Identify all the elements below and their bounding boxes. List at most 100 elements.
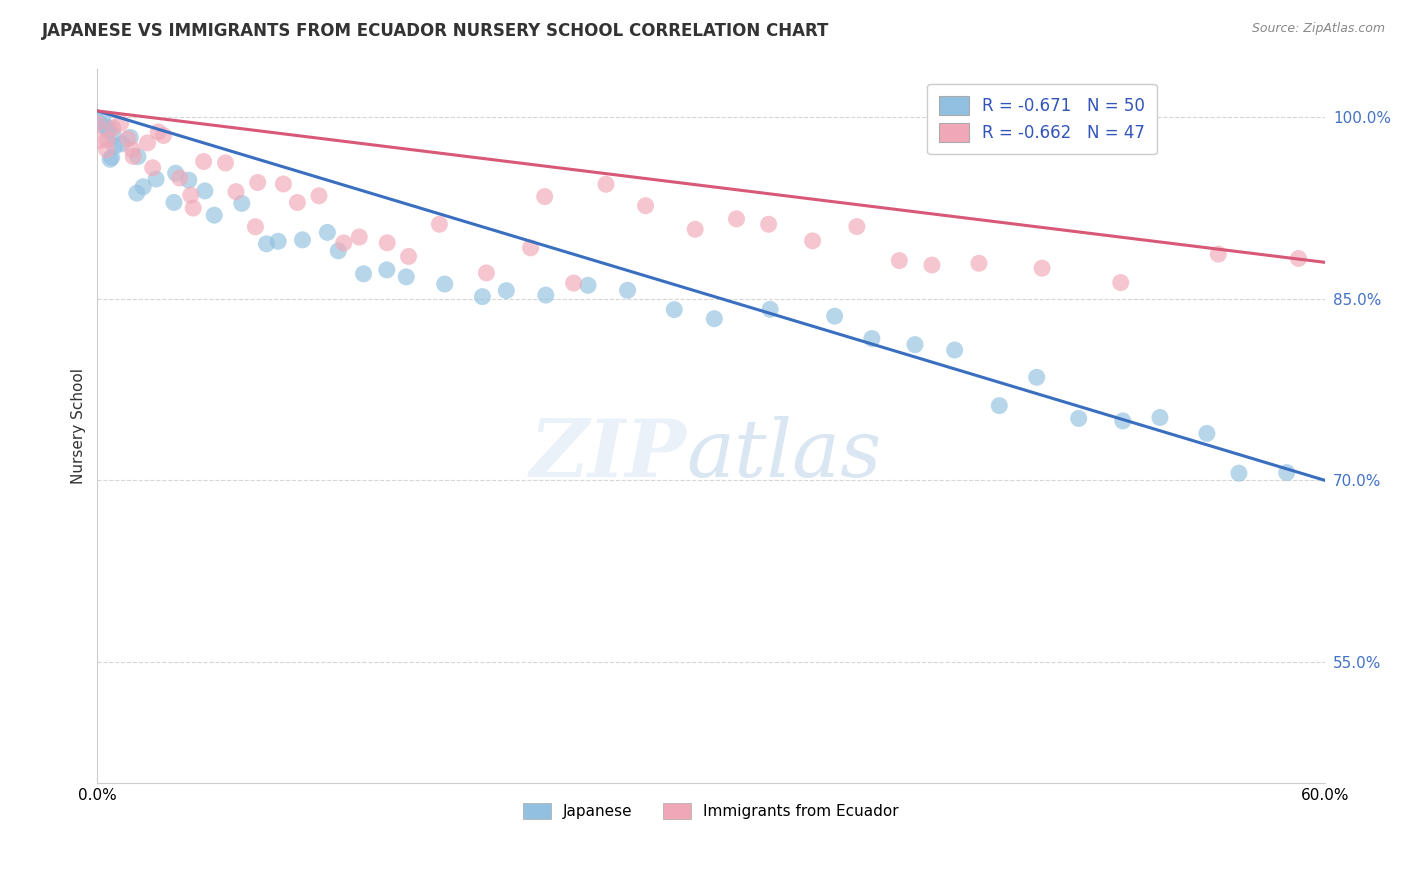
Point <box>225 185 247 199</box>
Point <box>943 343 966 357</box>
Point <box>94 120 117 134</box>
Point <box>433 277 456 291</box>
Point <box>1067 411 1090 425</box>
Point <box>427 217 450 231</box>
Point <box>475 266 498 280</box>
Text: ZIP: ZIP <box>530 416 686 493</box>
Point <box>1149 410 1171 425</box>
Point <box>148 125 170 139</box>
Point <box>725 211 748 226</box>
Point <box>145 172 167 186</box>
Point <box>534 288 557 302</box>
Point <box>921 258 943 272</box>
Point <box>398 249 420 263</box>
Point <box>163 195 186 210</box>
Point <box>86 117 108 131</box>
Point <box>308 189 330 203</box>
Point <box>193 154 215 169</box>
Point <box>100 150 122 164</box>
Point <box>395 269 418 284</box>
Point <box>860 332 883 346</box>
Point <box>152 128 174 143</box>
Point <box>136 136 159 150</box>
Point <box>245 219 267 234</box>
Point <box>273 177 295 191</box>
Point <box>519 241 541 255</box>
Point <box>316 226 339 240</box>
Point <box>89 134 111 148</box>
Point <box>904 337 927 351</box>
Point <box>194 184 217 198</box>
Point <box>375 235 398 250</box>
Point <box>703 311 725 326</box>
Point <box>98 153 121 167</box>
Point <box>165 166 187 180</box>
Point <box>96 143 118 157</box>
Legend: Japanese, Immigrants from Ecuador: Japanese, Immigrants from Ecuador <box>517 797 904 825</box>
Point <box>1275 466 1298 480</box>
Point <box>495 284 517 298</box>
Point <box>97 120 120 135</box>
Point <box>801 234 824 248</box>
Point <box>889 253 911 268</box>
Point <box>1206 247 1229 261</box>
Point <box>180 188 202 202</box>
Point <box>110 116 132 130</box>
Point <box>231 196 253 211</box>
Point <box>328 244 350 258</box>
Point <box>202 208 225 222</box>
Point <box>533 189 555 203</box>
Point <box>142 161 165 175</box>
Point <box>97 124 120 138</box>
Point <box>96 133 118 147</box>
Point <box>988 399 1011 413</box>
Point <box>101 120 124 135</box>
Point <box>111 136 134 151</box>
Point <box>117 131 139 145</box>
Point <box>1288 252 1310 266</box>
Point <box>845 219 868 234</box>
Y-axis label: Nursery School: Nursery School <box>72 368 86 483</box>
Point <box>132 179 155 194</box>
Point <box>1195 426 1218 441</box>
Point <box>122 149 145 163</box>
Point <box>267 234 290 248</box>
Point <box>634 199 657 213</box>
Point <box>256 236 278 251</box>
Point <box>471 290 494 304</box>
Point <box>177 173 200 187</box>
Point <box>125 186 148 200</box>
Point <box>759 302 782 317</box>
Point <box>576 278 599 293</box>
Point <box>291 233 314 247</box>
Point <box>86 113 108 128</box>
Point <box>616 283 638 297</box>
Point <box>121 142 143 156</box>
Point <box>169 170 191 185</box>
Point <box>287 195 309 210</box>
Point <box>967 256 990 270</box>
Point <box>91 113 114 128</box>
Text: JAPANESE VS IMMIGRANTS FROM ECUADOR NURSERY SCHOOL CORRELATION CHART: JAPANESE VS IMMIGRANTS FROM ECUADOR NURS… <box>42 22 830 40</box>
Point <box>664 302 686 317</box>
Point <box>181 201 204 215</box>
Point <box>127 149 149 163</box>
Point <box>214 156 236 170</box>
Text: atlas: atlas <box>686 416 882 493</box>
Point <box>1025 370 1047 384</box>
Point <box>332 235 354 250</box>
Text: Source: ZipAtlas.com: Source: ZipAtlas.com <box>1251 22 1385 36</box>
Point <box>353 267 375 281</box>
Point <box>246 176 269 190</box>
Point <box>347 230 370 244</box>
Point <box>375 263 398 277</box>
Point <box>758 217 780 231</box>
Point <box>1109 276 1132 290</box>
Point <box>104 139 127 153</box>
Point <box>595 178 617 192</box>
Point <box>1227 466 1250 480</box>
Point <box>562 276 585 290</box>
Point <box>103 128 125 143</box>
Point <box>824 309 846 323</box>
Point <box>120 130 142 145</box>
